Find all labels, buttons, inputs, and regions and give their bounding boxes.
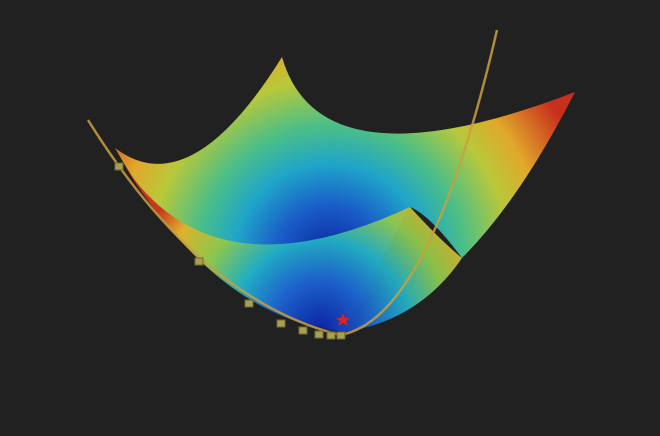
step-marker <box>298 326 308 335</box>
step-marker <box>326 331 336 340</box>
step-marker <box>276 319 286 328</box>
step-marker <box>114 162 124 171</box>
step-marker <box>194 257 204 266</box>
surface-front <box>122 162 462 332</box>
step-marker <box>244 299 254 308</box>
step-marker <box>314 330 324 339</box>
steps <box>114 162 346 340</box>
step-marker <box>336 331 346 340</box>
minimum-star <box>336 313 350 326</box>
